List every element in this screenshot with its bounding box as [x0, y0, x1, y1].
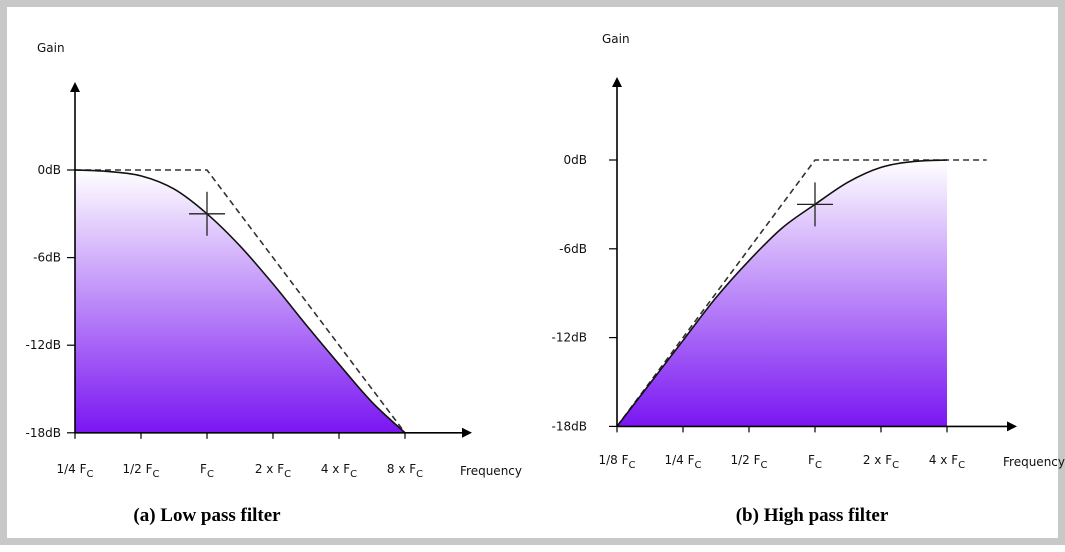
x-tick-label-main: 1/4 F	[664, 453, 694, 467]
y-axis-title: Gain	[37, 41, 65, 55]
y-tick-label: -12dB	[552, 331, 587, 345]
x-tick-label: 2 x FC	[255, 462, 291, 480]
asymptote-dashed-line	[75, 169, 406, 434]
x-tick-label-subscript: C	[207, 469, 214, 480]
x-tick-label-subscript: C	[761, 460, 768, 471]
x-tick-label-main: F	[200, 462, 207, 476]
x-tick-label-subscript: C	[350, 469, 357, 480]
y-tick-label: -18dB	[552, 419, 587, 433]
x-axis-arrow	[1007, 421, 1017, 432]
x-tick-label: FC	[808, 453, 822, 471]
x-tick-label: FC	[200, 462, 214, 480]
y-axis-title: Gain	[602, 32, 630, 46]
x-tick-label: 1/4 FC	[56, 462, 93, 480]
x-tick-label-main: 2 x F	[863, 453, 892, 467]
x-tick-label-subscript: C	[958, 460, 965, 471]
x-tick-label: 4 x FC	[929, 453, 965, 471]
x-tick-label: 1/8 FC	[598, 453, 635, 471]
asymptote-dashed-line	[616, 159, 987, 427]
y-tick-label: 0dB	[564, 153, 587, 167]
x-tick-label: 1/2 FC	[730, 453, 767, 471]
x-tick-label-main: 1/8 F	[598, 453, 628, 467]
x-axis-title: Frequency	[1003, 455, 1065, 469]
x-tick-label-main: 2 x F	[255, 462, 284, 476]
x-tick-label-subscript: C	[416, 469, 423, 480]
x-tick-label-subscript: C	[629, 460, 636, 471]
x-tick-label-subscript: C	[153, 469, 160, 480]
x-tick-label-subscript: C	[284, 469, 291, 480]
x-tick-label-main: 8 x F	[387, 462, 416, 476]
x-tick-label: 1/4 FC	[664, 453, 701, 471]
x-tick-label-subscript: C	[892, 460, 899, 471]
response-curve	[74, 169, 406, 434]
y-axis-arrow	[70, 82, 80, 92]
chart-caption: (a) Low pass filter	[133, 505, 281, 526]
x-tick-label-main: 1/2 F	[730, 453, 760, 467]
x-tick-label: 2 x FC	[863, 453, 899, 471]
x-tick-label-subscript: C	[695, 460, 702, 471]
x-axis-arrow	[462, 427, 472, 438]
x-tick-label-subscript: C	[815, 460, 822, 471]
x-tick-label-main: 4 x F	[929, 453, 958, 467]
response-area-fill	[617, 160, 947, 427]
y-tick-label: -6dB	[559, 242, 587, 256]
x-tick-label-main: 4 x F	[321, 462, 350, 476]
y-tick-label: 0dB	[38, 163, 61, 177]
chart-caption: (b) High pass filter	[736, 505, 889, 526]
y-tick-label: -12dB	[26, 338, 61, 352]
response-curve	[616, 159, 948, 427]
x-axis-title: Frequency	[460, 464, 522, 478]
x-tick-label: 4 x FC	[321, 462, 357, 480]
y-axis-arrow	[612, 77, 622, 87]
y-tick-label: -6dB	[33, 251, 61, 265]
y-tick-label: -18dB	[26, 426, 61, 440]
x-tick-label: 8 x FC	[387, 462, 423, 480]
x-tick-label: 1/2 FC	[122, 462, 159, 480]
x-tick-label-main: 1/2 F	[122, 462, 152, 476]
response-area-fill	[75, 170, 405, 433]
x-tick-label-subscript: C	[87, 469, 94, 480]
x-tick-label-main: 1/4 F	[56, 462, 86, 476]
x-tick-label-main: F	[808, 453, 815, 467]
